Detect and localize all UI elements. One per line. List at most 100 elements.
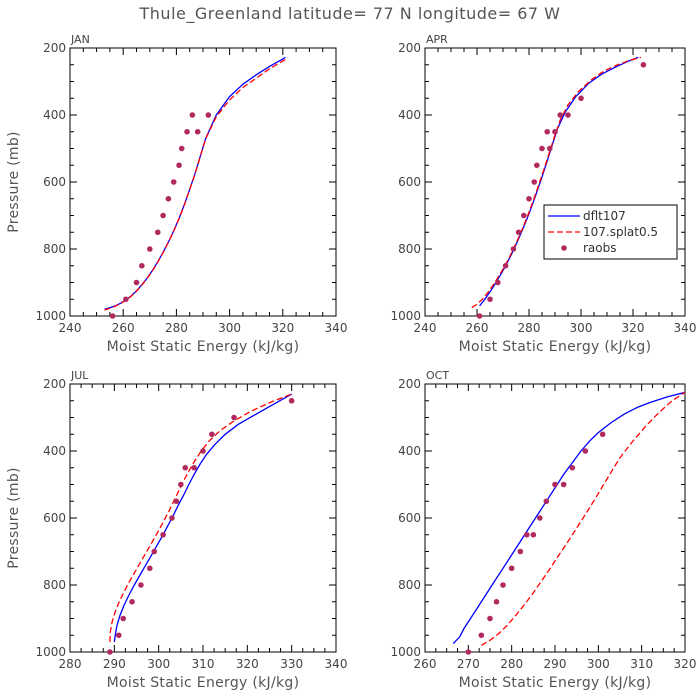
y-tick-label: 800 [398, 242, 421, 256]
y-tick-label: 400 [398, 444, 421, 458]
panel-label: JUL [70, 369, 89, 382]
raobs-point [147, 246, 153, 252]
raobs-point [560, 481, 567, 488]
plot-frame [424, 47, 686, 317]
raobs-point [524, 531, 530, 538]
plot-frame [69, 383, 337, 653]
legend-label-dflt107: dflt107 [583, 209, 626, 223]
legend-label-raobs: raobs [583, 241, 617, 255]
chart-title: Thule_Greenland latitude= 77 N longitude… [139, 4, 561, 24]
raobs-point [123, 296, 129, 303]
x-tick-label: 290 [103, 657, 126, 671]
raobs-point [578, 95, 584, 102]
panel-label: APR [426, 33, 448, 46]
y-tick-label: 1000 [390, 645, 421, 659]
raobs-point [205, 112, 212, 118]
x-tick-label: 300 [570, 321, 593, 335]
raobs-point [557, 112, 563, 118]
x-tick-label: 320 [622, 321, 645, 335]
raobs-point [160, 531, 166, 538]
raobs-point [115, 632, 122, 639]
x-tick-label: 280 [59, 657, 82, 671]
raobs-point [502, 262, 509, 269]
x-tick-label: 320 [236, 657, 259, 671]
raobs-point [510, 246, 517, 252]
raobs-point [129, 598, 135, 605]
y-tick-label: 400 [398, 108, 421, 122]
panel-oct: OCT 260 270 280 290 300 310 320 200 400 600 800 1000… [390, 369, 696, 691]
y-tick-label: 200 [43, 377, 66, 391]
y-tick-label: 1000 [35, 309, 66, 323]
raobs-point [176, 162, 182, 169]
y-tick-label: 1000 [390, 309, 421, 323]
raobs-point [120, 615, 126, 622]
raobs-point [495, 279, 501, 286]
x-tick-label: 290 [544, 657, 567, 671]
raobs-point [539, 145, 545, 152]
raobs-point [170, 179, 177, 185]
x-tick-label: 240 [414, 321, 437, 335]
raobs-point [178, 145, 185, 152]
raobs-point [526, 195, 532, 202]
splat-line [109, 393, 292, 643]
raobs-point [534, 162, 540, 169]
x-tick-label: 300 [218, 321, 241, 335]
raobs-point [565, 112, 571, 118]
x-tick-label: 320 [271, 321, 294, 335]
raobs-point [515, 229, 522, 236]
x-axis-label: Moist Static Energy (kJ/kg) [107, 339, 300, 355]
raobs-point [487, 615, 493, 622]
raobs-point [521, 212, 527, 219]
panel-apr: APR 240 260 280 300 320 340 200 400 600 800 1000 Moi… [390, 33, 696, 355]
raobs-point [465, 649, 472, 655]
y-tick-label: 800 [398, 578, 421, 592]
x-tick-label: 330 [280, 657, 303, 671]
splat-line [104, 57, 289, 311]
x-tick-label: 240 [59, 321, 82, 335]
y-axis-label: Pressure (mb) [6, 131, 22, 233]
raobs-point [288, 397, 295, 404]
legend-swatch-raobs [561, 245, 567, 251]
raobs-point [517, 548, 524, 555]
y-tick-label: 400 [43, 444, 66, 458]
y-tick-label: 200 [398, 41, 421, 55]
raobs-point [531, 179, 537, 185]
raobs-point [139, 262, 145, 269]
raobs-point [189, 112, 196, 118]
y-tick-label: 200 [43, 41, 66, 55]
plot-frame [424, 383, 686, 653]
legend: dflt107 107.splat0.5 raobs [543, 204, 678, 260]
x-tick-label: 340 [325, 657, 348, 671]
y-tick-label: 600 [43, 175, 66, 189]
dflt107-line [104, 56, 286, 310]
raobs-point [109, 313, 116, 319]
raobs-point [569, 464, 576, 471]
raobs-point [165, 195, 172, 202]
y-tick-label: 600 [398, 511, 421, 525]
x-tick-label: 260 [466, 321, 489, 335]
raobs-point [599, 431, 606, 438]
raobs-point [530, 531, 537, 538]
raobs-point [107, 649, 113, 655]
x-tick-label: 300 [587, 657, 610, 671]
y-tick-label: 1000 [35, 645, 66, 659]
raobs-point [184, 128, 190, 135]
x-tick-label: 280 [518, 321, 541, 335]
raobs-point [493, 598, 500, 605]
x-axis-label: Moist Static Energy (kJ/kg) [459, 675, 652, 691]
panel-label: JAN [70, 33, 90, 46]
raobs-point [200, 448, 206, 454]
raobs-point [508, 565, 515, 572]
x-tick-label: 260 [112, 321, 135, 335]
raobs-point [194, 128, 201, 135]
raobs-point [191, 464, 197, 471]
raobs-point [182, 464, 189, 471]
raobs-point [552, 128, 558, 135]
raobs-point [133, 279, 140, 286]
x-axis-label: Moist Static Energy (kJ/kg) [459, 339, 652, 355]
splat-line [480, 391, 685, 646]
panel-jan: JAN 240 260 280 300 320 340 200 400 600 800 1000 Moi… [6, 33, 347, 355]
y-axis-label: Pressure (mb) [6, 467, 22, 569]
panel-jul: JUL 280 290 300 310 320 330 340 200 400 600 800 1000… [6, 369, 347, 691]
x-tick-label: 300 [147, 657, 170, 671]
